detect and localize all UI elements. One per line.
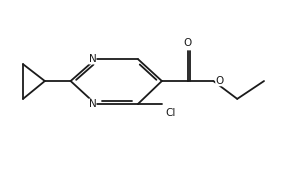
Text: O: O [184,38,192,48]
Text: N: N [88,54,96,64]
Text: O: O [215,76,224,86]
Text: N: N [88,99,96,109]
Text: Cl: Cl [166,108,176,118]
